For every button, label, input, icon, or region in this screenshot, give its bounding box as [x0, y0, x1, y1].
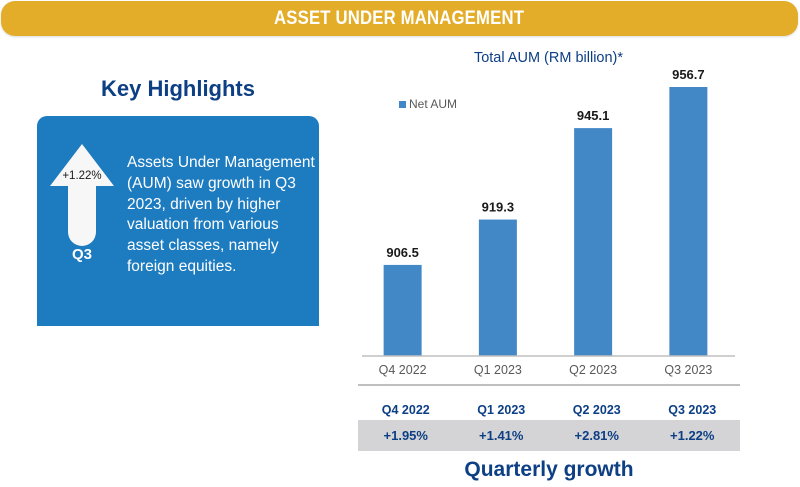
chart-title: Total AUM (RM billion)* — [473, 50, 624, 66]
legend-label: Net AUM — [409, 97, 458, 111]
x-tick-label: Q3 2023 — [664, 363, 712, 377]
bar-value-label: 945.1 — [577, 108, 610, 123]
growth-value-cell: +1.95% — [383, 428, 428, 443]
growth-value-cell: +1.22% — [670, 428, 715, 443]
up-arrow-icon — [50, 144, 114, 246]
growth-value-cell: +1.41% — [479, 428, 524, 443]
growth-table-header: Q4 2022 Q1 2023 Q2 2023 Q3 2023 — [358, 396, 740, 424]
aum-bar-chart: 906.5 919.3 945.1 956.7 Q4 2022 Q1 2023 Q2 20… — [358, 67, 740, 386]
bar-value-label: 919.3 — [482, 200, 515, 215]
bar-q3-2023 — [669, 87, 708, 356]
arrow-growth-value: +1.22% — [62, 170, 102, 182]
section-banner: ASSET UNDER MANAGEMENT — [1, 1, 798, 36]
growth-header-cell: Q4 2022 — [381, 403, 430, 417]
x-tick-label: Q1 2023 — [474, 363, 522, 377]
key-highlights-box: +1.22% Q3 Assets Under Management (AUM) … — [37, 116, 319, 326]
key-highlights-text: Assets Under Management (AUM) saw growth… — [127, 154, 315, 275]
quarterly-growth-caption: Quarterly growth — [464, 458, 634, 481]
bar-q1-2023 — [478, 219, 517, 356]
bar-value-label: 906.5 — [386, 245, 419, 260]
growth-header-cell: Q3 2023 — [668, 403, 717, 417]
x-tick-label: Q2 2023 — [569, 363, 617, 377]
bar-value-label: 956.7 — [672, 67, 705, 82]
legend-swatch — [399, 100, 406, 108]
bar-q2-2023 — [574, 128, 613, 356]
growth-table-values: +1.95% +1.41% +2.81% +1.22% — [358, 420, 740, 451]
banner-title: ASSET UNDER MANAGEMENT — [274, 7, 525, 29]
chart-legend: Net AUM — [399, 97, 457, 111]
growth-value-cell: +2.81% — [574, 428, 619, 443]
growth-header-cell: Q1 2023 — [477, 403, 526, 417]
x-tick-label: Q4 2022 — [379, 363, 427, 377]
arrow-quarter-label: Q3 — [71, 246, 92, 263]
key-highlights-title: Key Highlights — [100, 76, 255, 101]
growth-header-cell: Q2 2023 — [572, 403, 621, 417]
bar-q4-2022 — [383, 264, 422, 356]
